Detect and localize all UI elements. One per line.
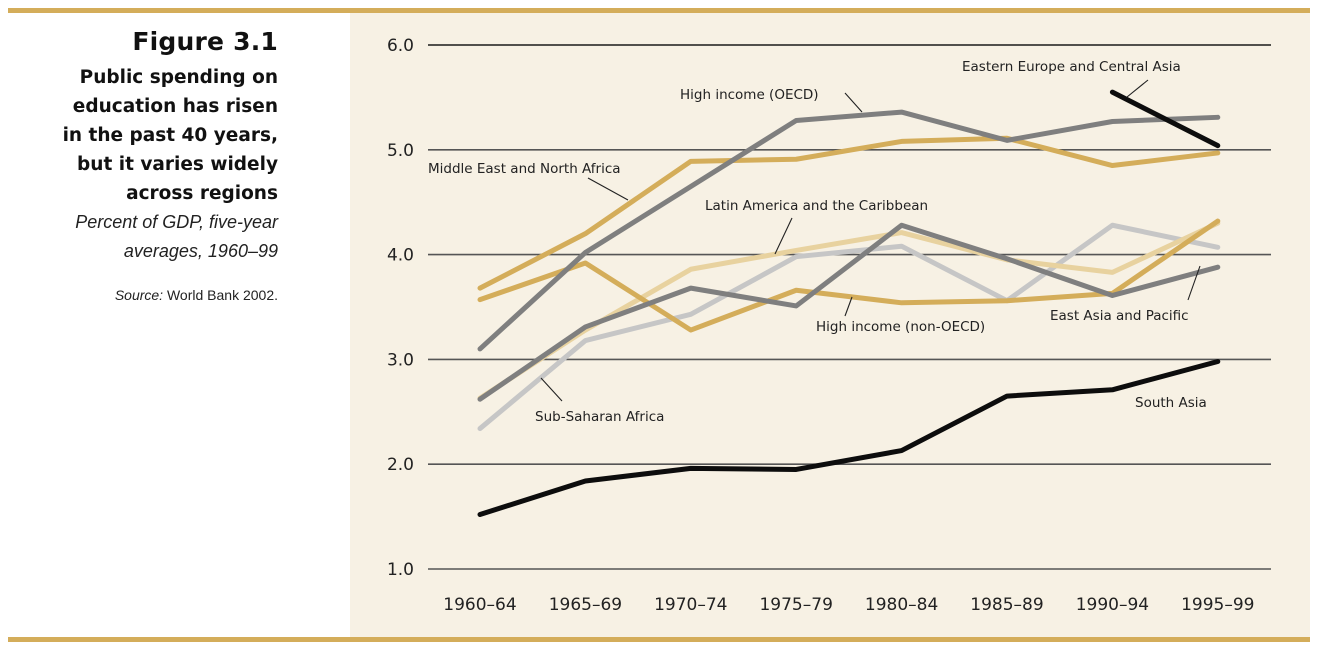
series-labels: High income (OECD) Eastern Europe and Cen… <box>428 59 1207 425</box>
y-tick-label: 2.0 <box>387 455 414 475</box>
y-tick-label: 5.0 <box>387 141 414 161</box>
headline-line: in the past 40 years, <box>62 125 278 146</box>
figure-caption: Figure 3.1 Public spending on education … <box>0 25 278 303</box>
series-line-east-asia-and-pacific <box>477 222 1221 402</box>
figure-source: Source: World Bank 2002. <box>0 287 278 303</box>
series-label: Middle East and North Africa <box>428 161 621 177</box>
series-line-eastern-europe-and-central-asia <box>1109 89 1221 149</box>
x-tick-label: 1960–64 <box>443 595 516 615</box>
y-axis-ticks: 1.0 2.0 3.0 4.0 5.0 6.0 <box>387 36 414 580</box>
y-tick-label: 1.0 <box>387 560 414 580</box>
series-label: High income (non-OECD) <box>816 319 985 335</box>
figure-number: Figure 3.1 <box>132 27 278 56</box>
top-rule <box>8 8 1310 13</box>
headline-line: across regions <box>126 183 278 204</box>
leader-line <box>540 377 563 402</box>
headline-line: education has risen <box>72 96 278 117</box>
series-line-sub-saharan-africa <box>477 222 1221 432</box>
x-tick-label: 1985–89 <box>970 595 1043 615</box>
series-line-high-income-oecd <box>477 109 1221 352</box>
leader-line <box>844 92 863 113</box>
bottom-rule <box>8 637 1310 642</box>
source-label: Source: <box>114 287 164 303</box>
figure-subtitle: Percent of GDP, five-year averages, 1960… <box>0 208 278 266</box>
x-tick-label: 1970–74 <box>654 595 727 615</box>
source-text: World Bank 2002. <box>163 287 278 303</box>
series-label: Eastern Europe and Central Asia <box>962 59 1181 75</box>
series-line-high-income-non-oecd <box>477 218 1221 333</box>
figure-headline: Public spending on education has risen i… <box>0 63 278 208</box>
series-label: Sub-Saharan Africa <box>535 409 664 425</box>
series-line-middle-east-and-north-africa <box>477 135 1221 291</box>
x-tick-label: 1995–99 <box>1181 595 1254 615</box>
series-label: East Asia and Pacific <box>1050 308 1189 324</box>
subtitle-line: Percent of GDP, five-year <box>75 212 278 232</box>
y-tick-label: 4.0 <box>387 246 414 266</box>
leader-line <box>774 217 793 255</box>
x-tick-label: 1990–94 <box>1076 595 1149 615</box>
leader-line <box>844 296 853 317</box>
x-tick-label: 1965–69 <box>549 595 622 615</box>
series-label: South Asia <box>1135 395 1207 411</box>
series-lines <box>477 89 1221 518</box>
y-tick-label: 6.0 <box>387 36 414 56</box>
leader-line <box>1126 79 1149 98</box>
x-tick-label: 1980–84 <box>865 595 938 615</box>
series-label: High income (OECD) <box>680 87 819 103</box>
leader-line <box>587 177 629 201</box>
series-label: Latin America and the Caribbean <box>705 198 928 214</box>
headline-line: Public spending on <box>79 67 278 88</box>
headline-line: but it varies widely <box>77 154 278 175</box>
subtitle-line: averages, 1960–99 <box>123 241 278 261</box>
leader-line <box>1187 265 1201 301</box>
series-line-south-asia <box>477 358 1221 518</box>
y-tick-label: 3.0 <box>387 350 414 370</box>
x-axis-ticks: 1960–64 1965–69 1970–74 1975–79 1980–84 1985–… <box>443 595 1254 615</box>
x-tick-label: 1975–79 <box>759 595 832 615</box>
